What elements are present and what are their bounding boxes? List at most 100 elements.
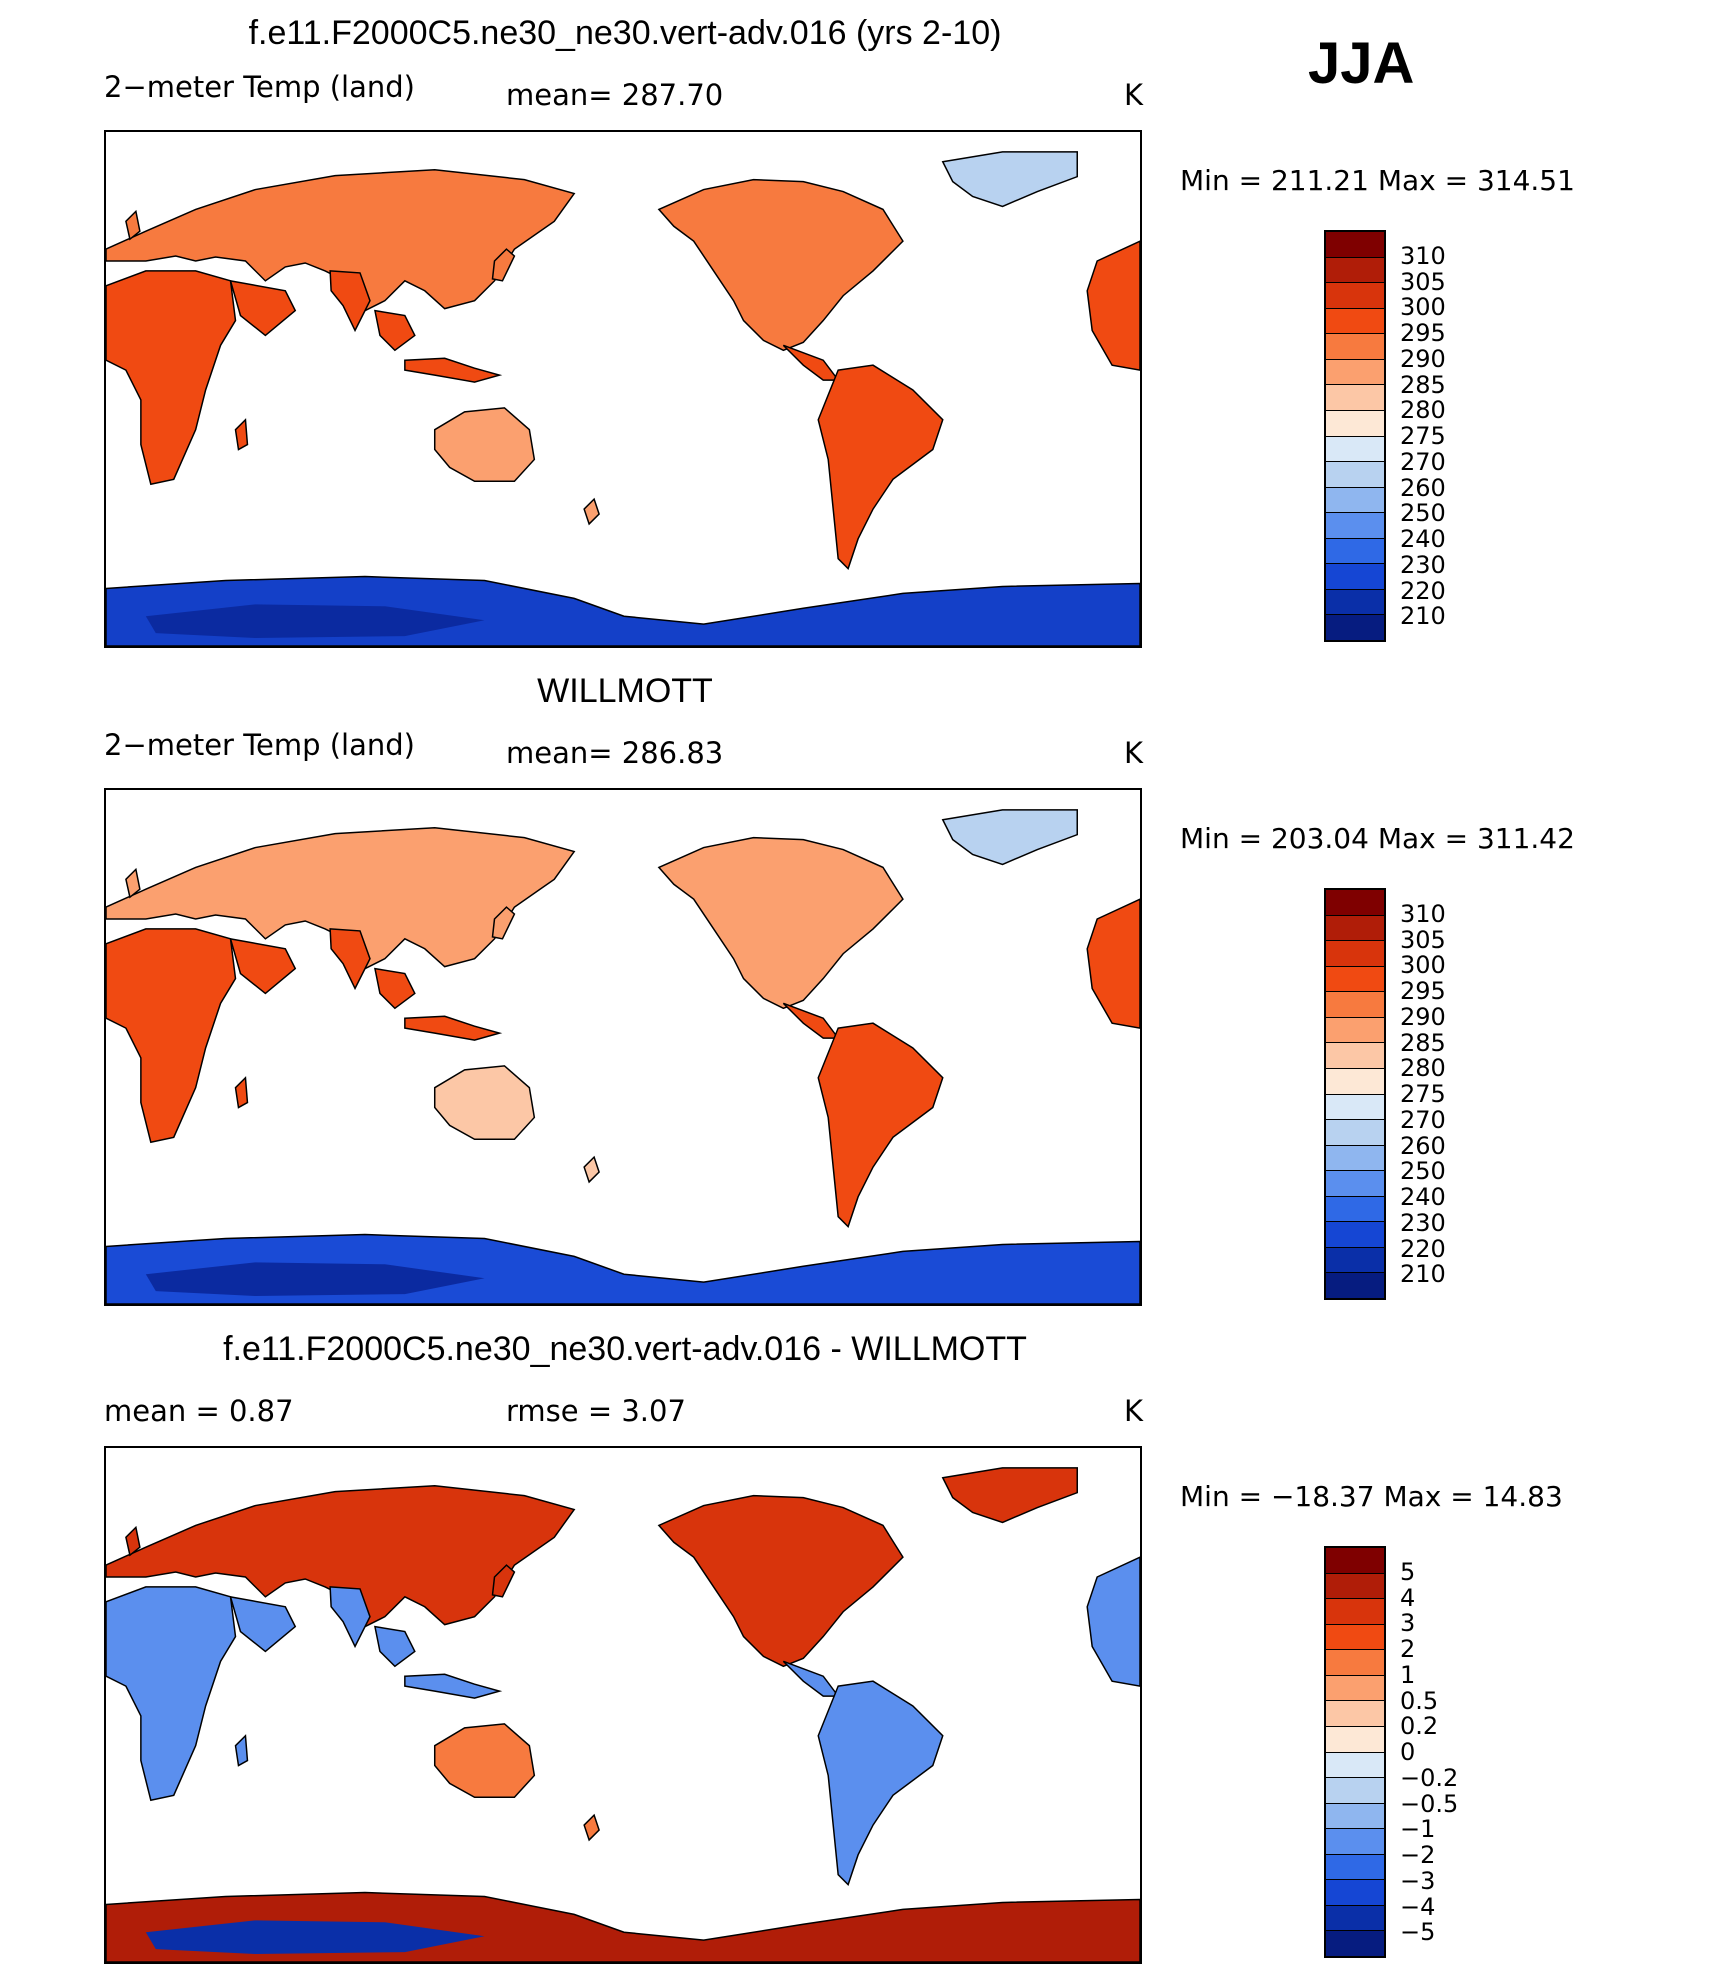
colorbar-swatch <box>1326 1068 1384 1095</box>
colorbar-tick-label: 4 <box>1400 1583 1416 1612</box>
colorbar-swatch <box>1326 1675 1384 1702</box>
colorbar-tick-label: 1 <box>1400 1660 1416 1689</box>
colorbar-swatch <box>1326 1829 1384 1855</box>
landmass-arabia <box>229 1595 297 1653</box>
colorbar-swatch <box>1326 538 1384 565</box>
colorbar-tick-label: −2 <box>1400 1841 1436 1869</box>
colorbar-tick-label: 280 <box>1400 396 1446 425</box>
colorbar-tick-label: 220 <box>1400 576 1446 605</box>
landmass-se-asia <box>374 1625 416 1668</box>
panel-3-map <box>104 1446 1142 1964</box>
colorbar-swatch <box>1326 1599 1384 1625</box>
landmass-w-africa <box>1086 240 1140 371</box>
colorbar-swatch <box>1326 1905 1384 1932</box>
colorbar-swatch <box>1326 1752 1384 1779</box>
landmass-se-asia <box>374 309 416 352</box>
landmass-india <box>329 928 371 991</box>
colorbar-swatch <box>1326 1701 1384 1727</box>
landmass-greenland <box>941 809 1078 866</box>
landmass-indonesia <box>404 1673 503 1699</box>
colorbar-tick-label: 210 <box>1400 602 1446 631</box>
colorbar-tick-label: −5 <box>1400 1918 1436 1947</box>
colorbar-tick-label: 275 <box>1400 422 1446 450</box>
panel-3-colorbar <box>1324 1546 1386 1958</box>
colorbar-tick-label: 5 <box>1400 1557 1416 1586</box>
panel-2-mean: mean= 286.83 <box>506 736 724 770</box>
panel-1-title: f.e11.F2000C5.ne30_ne30.vert-adv.016 (yr… <box>248 14 1002 52</box>
landmass-madagascar <box>234 1734 249 1767</box>
panel-1-units: K <box>1124 78 1144 112</box>
colorbar-swatch <box>1326 462 1384 488</box>
panel-2-minmax: Min = 203.04 Max = 311.42 <box>1180 822 1575 855</box>
landmass-india <box>329 1586 371 1649</box>
colorbar-swatch <box>1326 615 1384 640</box>
colorbar-swatch <box>1326 589 1384 616</box>
landmass-c-america <box>782 344 840 381</box>
colorbar-tick-label: 230 <box>1400 1208 1446 1237</box>
landmass-australia <box>433 407 536 483</box>
landmass-uk <box>125 867 141 899</box>
landmass-madagascar <box>234 1076 249 1109</box>
landmass-arabia <box>229 279 297 337</box>
landmass-africa <box>106 928 237 1144</box>
panel-3-rmse: rmse = 3.07 <box>506 1394 686 1428</box>
panel-2-variable-label: 2−meter Temp (land) <box>104 728 415 762</box>
colorbar-swatch <box>1326 1726 1384 1753</box>
landmass-eurasia <box>106 1484 576 1628</box>
panel-1-minmax: Min = 211.21 Max = 314.51 <box>1180 164 1575 197</box>
colorbar-tick-label: −4 <box>1400 1892 1436 1921</box>
landmass-nz <box>583 1813 600 1842</box>
colorbar-tick-label: 285 <box>1400 370 1446 399</box>
landmass-uk <box>125 1525 141 1557</box>
colorbar-swatch <box>1326 257 1384 284</box>
landmass-india <box>329 270 371 333</box>
colorbar-tick-label: 270 <box>1400 447 1446 476</box>
colorbar-swatch <box>1326 992 1384 1018</box>
colorbar-swatch <box>1326 513 1384 539</box>
landmass-n-america <box>657 178 904 352</box>
colorbar-tick-label: 300 <box>1400 293 1446 322</box>
colorbar-tick-label: 310 <box>1400 241 1446 270</box>
landmass-eurasia <box>106 168 576 312</box>
panel-3-units: K <box>1124 1394 1144 1428</box>
colorbar-tick-label: 305 <box>1400 267 1446 296</box>
colorbar-tick-label: 3 <box>1400 1609 1416 1638</box>
colorbar-swatch <box>1326 1880 1384 1906</box>
colorbar-swatch <box>1326 334 1384 360</box>
colorbar-swatch <box>1326 1043 1384 1069</box>
antarctica-interior <box>145 604 485 639</box>
panel-2-units: K <box>1124 736 1144 770</box>
colorbar-swatch <box>1326 966 1384 993</box>
colorbar-tick-label: 240 <box>1400 1183 1446 1211</box>
colorbar-swatch <box>1326 941 1384 967</box>
colorbar-swatch <box>1326 308 1384 335</box>
panel-3-title: f.e11.F2000C5.ne30_ne30.vert-adv.016 - W… <box>223 1330 1027 1368</box>
landmass-n-america <box>657 836 904 1010</box>
landmass-indonesia <box>404 357 503 383</box>
colorbar-tick-label: 310 <box>1400 899 1446 928</box>
colorbar-swatch <box>1326 1145 1384 1172</box>
colorbar-tick-label: 0.2 <box>1400 1712 1439 1741</box>
colorbar-tick-label: 290 <box>1400 344 1446 373</box>
colorbar-tick-label: 0 <box>1400 1738 1416 1766</box>
colorbar-swatch <box>1326 410 1384 437</box>
colorbar-tick-label: −1 <box>1400 1815 1436 1844</box>
panel-3-minmax: Min = −18.37 Max = 14.83 <box>1180 1480 1563 1513</box>
colorbar-tick-label: 280 <box>1400 1054 1446 1083</box>
colorbar-swatch <box>1326 890 1384 916</box>
landmass-c-america <box>782 1660 840 1697</box>
landmass-africa <box>106 270 237 486</box>
panel-1-variable-label: 2−meter Temp (land) <box>104 70 415 104</box>
colorbar-swatch <box>1326 1222 1384 1248</box>
colorbar-tick-label: 210 <box>1400 1260 1446 1289</box>
colorbar-tick-label: −3 <box>1400 1866 1436 1895</box>
colorbar-swatch <box>1326 564 1384 590</box>
landmass-arabia <box>229 937 297 995</box>
colorbar-tick-label: 305 <box>1400 925 1446 954</box>
panel-1-map <box>104 130 1142 648</box>
season-label: JJA <box>1308 31 1415 96</box>
colorbar-tick-label: 295 <box>1400 977 1446 1005</box>
landmass-se-asia <box>374 967 416 1010</box>
colorbar-tick-label: 285 <box>1400 1028 1446 1057</box>
landmass-w-africa <box>1086 1556 1140 1687</box>
